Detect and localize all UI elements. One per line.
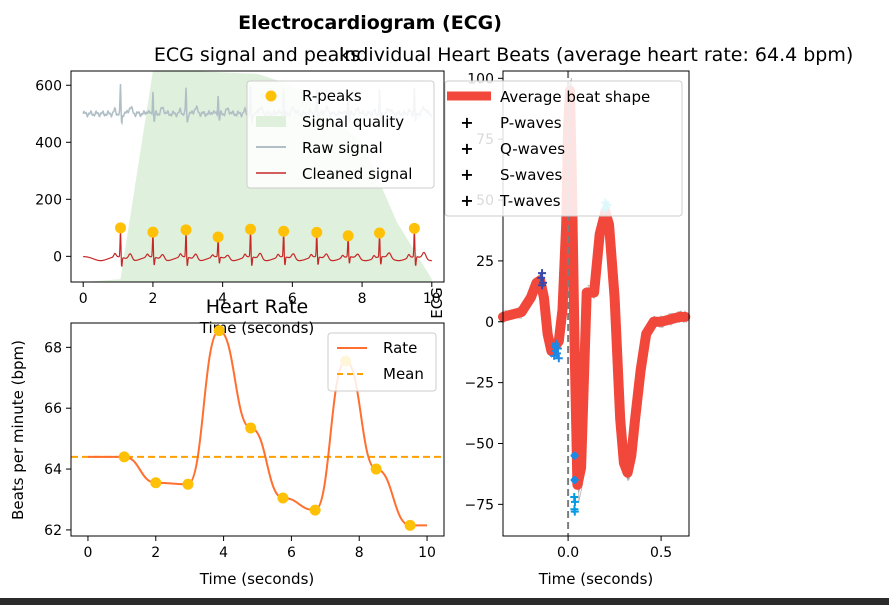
x-tick-label: 10 (418, 545, 436, 561)
legend-pwaves-label: P-waves (500, 114, 562, 132)
x-tick-label: 0.5 (650, 545, 672, 561)
wave-point (551, 342, 559, 350)
rpeak-point (278, 225, 290, 237)
rpeak-point (374, 227, 386, 239)
y-tick-label: 66 (44, 401, 62, 417)
heart-rate-point (277, 492, 289, 504)
rpeak-point (311, 226, 323, 238)
cleaned-signal-line (83, 228, 432, 267)
y-tick-label: −25 (464, 376, 494, 392)
window-bottom-bar (0, 598, 889, 605)
x-tick-label: 8 (358, 291, 367, 307)
heart-rate-legend: Rate Mean (327, 332, 437, 392)
legend-rpeaks-marker (265, 90, 277, 102)
figure-title: Electrocardiogram (ECG) (238, 12, 502, 34)
rpeak-point (115, 222, 127, 234)
heart-rate-ylabel: Beats per minute (bpm) (9, 340, 27, 520)
heart-rate-point (182, 478, 194, 490)
heart-beats-legend: Average beat shape + P-waves + Q-waves +… (444, 80, 683, 217)
pwave-marker (538, 281, 547, 290)
rpeak-point (245, 223, 257, 235)
legend-rpeaks-label: R-peaks (302, 87, 362, 105)
y-tick-label: 68 (44, 340, 62, 356)
qwave-marker (550, 351, 559, 360)
heart-rate-point (404, 519, 416, 531)
x-tick-label: 6 (288, 291, 297, 307)
x-tick-label: 4 (219, 545, 228, 561)
y-tick-label: 0 (53, 249, 62, 265)
x-tick-label: 8 (355, 545, 364, 561)
x-tick-label: 6 (287, 545, 296, 561)
pwave-marker (537, 273, 546, 282)
heart-rate-point (309, 504, 321, 516)
rpeak-point (147, 226, 159, 238)
legend-raw-label: Raw signal (302, 139, 383, 157)
legend-swaves-label: S-waves (500, 166, 562, 184)
heart-rate-point (370, 463, 382, 475)
heart-beats-xlabel: Time (seconds) (538, 570, 654, 588)
legend-average-label: Average beat shape (500, 88, 650, 106)
wave-point (571, 476, 579, 484)
legend-pwaves-marker: + (460, 113, 473, 132)
y-tick-label: 64 (44, 462, 62, 478)
heart-rate-axes (70, 322, 445, 537)
heart-beats-ylabel: ECG (428, 287, 446, 319)
y-tick-label: 25 (476, 254, 494, 270)
rpeak-point (342, 230, 354, 242)
heart-rate-xlabel: Time (seconds) (199, 570, 315, 588)
rpeak-point (212, 231, 224, 243)
ecg-signal-title: ECG signal and peaks (154, 44, 360, 66)
x-tick-label: 0.0 (557, 545, 579, 561)
legend-rate-label: Rate (383, 339, 417, 357)
y-tick-label: 600 (35, 78, 62, 94)
legend-qwaves-marker: + (460, 139, 473, 158)
legend-qwaves-label: Q-waves (500, 140, 565, 158)
legend-quality-label: Signal quality (302, 113, 404, 131)
rpeak-point (180, 224, 192, 236)
heart-beats-title: Individual Heart Beats (average heart ra… (339, 44, 854, 66)
heart-rate-point (213, 325, 225, 337)
heart-rate-point (150, 477, 162, 489)
heart-rate-title: Heart Rate (206, 296, 309, 318)
x-tick-label: 0 (83, 545, 92, 561)
ecg-signal-legend: R-peaks Signal quality Raw signal Cleane… (246, 80, 435, 189)
legend-twaves-marker: + (460, 191, 473, 210)
swave-marker (570, 507, 579, 516)
y-tick-label: 400 (35, 135, 62, 151)
heart-rate-point (245, 422, 257, 434)
y-tick-label: 200 (35, 192, 62, 208)
x-tick-label: 2 (148, 291, 157, 307)
y-tick-label: 0 (485, 315, 494, 331)
legend-quality-swatch (256, 116, 286, 127)
heart-beats-axes (502, 70, 690, 537)
swave-marker (570, 497, 579, 506)
x-tick-label: 2 (151, 545, 160, 561)
x-tick-label: 4 (218, 291, 227, 307)
legend-mean-label: Mean (383, 365, 424, 383)
y-tick-label: −75 (464, 497, 494, 513)
legend-cleaned-label: Cleaned signal (302, 165, 412, 183)
legend-swaves-marker: + (460, 165, 473, 184)
legend-twaves-label: T-waves (499, 192, 561, 210)
x-tick-label: 10 (423, 291, 441, 307)
qwave-marker (554, 354, 563, 363)
average-beat-line (498, 85, 691, 490)
rpeak-point (408, 222, 420, 234)
ecg-signal-axes (70, 70, 445, 283)
x-tick-label: 0 (79, 291, 88, 307)
y-tick-label: 62 (44, 523, 62, 539)
wave-point (571, 452, 579, 460)
heart-rate-point (118, 451, 130, 463)
y-tick-label: −50 (464, 436, 494, 452)
